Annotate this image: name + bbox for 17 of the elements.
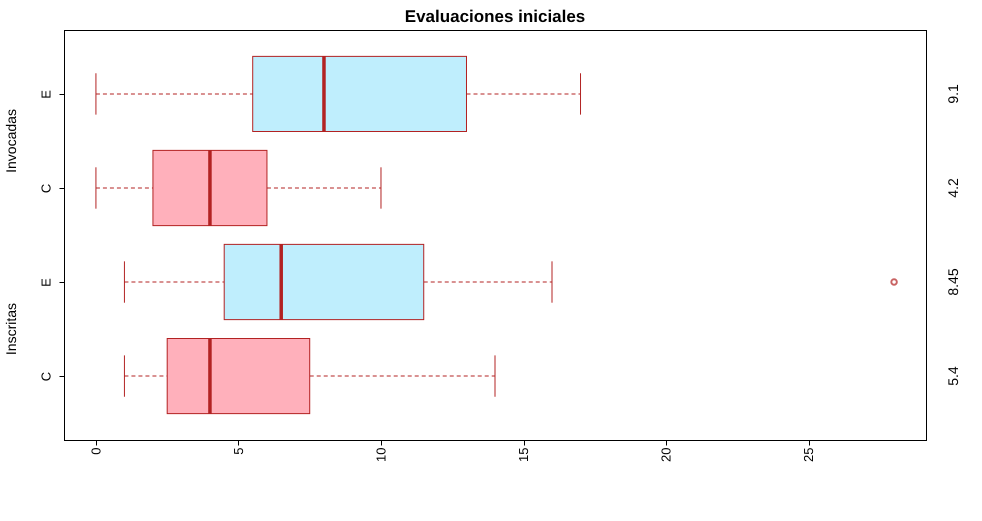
x-tick-label: 15: [516, 448, 532, 462]
text: 9.1: [945, 84, 961, 104]
y-tick-label: E: [38, 90, 54, 99]
text: Invocadas: [3, 109, 19, 173]
chart-title: Evaluaciones iniciales: [404, 7, 586, 26]
x-tick-label: 25: [801, 448, 816, 462]
y-tick-label: E: [38, 278, 54, 287]
y-tick-label: C: [38, 372, 54, 382]
text: 8.45: [945, 268, 961, 296]
x-tick-label: 10: [373, 448, 388, 462]
y-tick-label: C: [38, 184, 54, 194]
text: Inscritas: [3, 302, 19, 356]
text: 5.4: [945, 366, 961, 386]
x-tick-label: 20: [658, 448, 674, 462]
text: 4.2: [945, 178, 961, 198]
x-tick-label: 0: [88, 448, 104, 455]
x-tick-label: 5: [230, 448, 246, 455]
